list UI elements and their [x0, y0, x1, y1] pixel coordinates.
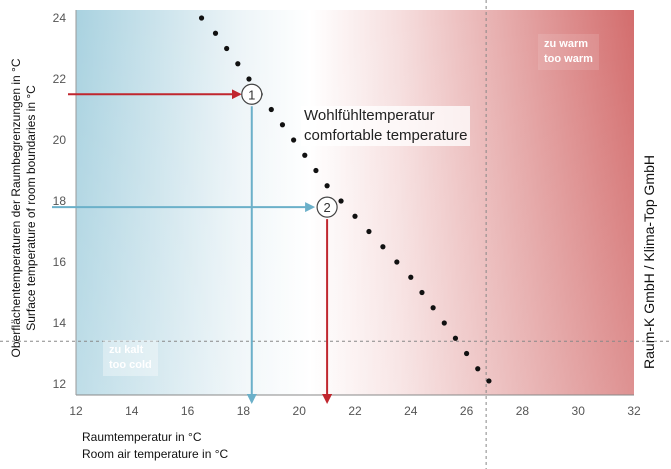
y-tick-label: 12: [53, 377, 67, 391]
comfort-line-point: [198, 15, 205, 21]
marker-1-circle: [241, 83, 263, 105]
comfort-line-point: [212, 30, 219, 36]
comfort-line-label-en: comfortable temperature: [304, 127, 468, 144]
x-tick-label: 24: [404, 404, 418, 418]
too-warm-label-en: too warm: [544, 53, 593, 65]
y-axis-label-en: Surface temperature of room boundaries i…: [24, 85, 38, 331]
too-warm-label-de: zu warm: [544, 38, 589, 50]
comfort-line-point: [394, 259, 400, 265]
comfort-line-point: [464, 350, 470, 357]
comfort-line-point: [291, 137, 297, 143]
y-tick-label: 24: [53, 11, 67, 25]
image-credit: Raum-K GmbH / Klima-Top GmbH: [641, 155, 657, 369]
comfort-line-point: [380, 244, 386, 250]
y-tick-label: 22: [53, 72, 67, 86]
comfort-line-point: [313, 167, 319, 174]
comfort-line-point: [324, 183, 330, 189]
comfort-line-point: [452, 335, 459, 341]
x-axis-label-en: Room air temperature in °C: [82, 447, 229, 461]
x-tick-label: 20: [293, 404, 307, 418]
comfort-line-point: [408, 274, 414, 280]
x-tick-label: 28: [516, 404, 530, 418]
comfort-line-point: [486, 378, 492, 384]
marker-1-label: 1: [248, 87, 255, 102]
too-cold-label-en: too cold: [109, 359, 152, 371]
x-tick-label: 16: [181, 404, 195, 418]
x-tick-label: 30: [572, 404, 586, 418]
comfort-line-point: [430, 305, 436, 311]
comfort-line-point: [279, 122, 286, 128]
y-tick-label: 20: [53, 133, 67, 147]
x-tick-label: 32: [627, 404, 641, 418]
y-axis-label-de: Oberflächentemperaturen der Raumbegrenzu…: [9, 58, 23, 357]
marker-2-label: 2: [323, 200, 330, 215]
x-axis-label-de: Raumtemperatur in °C: [82, 430, 202, 444]
comfort-line-point: [338, 198, 344, 204]
comfort-line-point: [235, 61, 241, 67]
y-tick-label: 14: [53, 316, 67, 330]
x-tick-label: 18: [237, 404, 251, 418]
y-tick-label: 16: [53, 255, 67, 269]
x-tick-label: 12: [69, 404, 83, 418]
y-tick-label: 18: [53, 194, 67, 208]
x-tick-label: 14: [125, 404, 139, 418]
too-cold-label: zu kalt too cold: [103, 340, 158, 376]
comfort-line-point: [419, 289, 425, 296]
comfort-line-point: [268, 106, 274, 113]
comfort-line-point: [475, 366, 481, 372]
comfort-line-point: [366, 228, 372, 235]
comfort-line-point: [441, 320, 447, 326]
comfort-line-label: Wohlfühltemperatur comfortable temperatu…: [301, 106, 471, 146]
x-tick-label: 26: [460, 404, 474, 418]
comfort-line-label-de: Wohlfühltemperatur: [304, 107, 435, 124]
too-warm-label: zu warm too warm: [538, 34, 599, 70]
comfort-line-point: [302, 152, 308, 158]
comfort-line-point: [224, 45, 230, 52]
plot-background-fade: [76, 10, 634, 395]
too-cold-label-de: zu kalt: [109, 344, 144, 356]
x-tick-label: 22: [348, 404, 362, 418]
marker-2-circle: [316, 196, 338, 218]
comfort-line-point: [246, 76, 252, 82]
comfort-line-point: [352, 213, 358, 219]
